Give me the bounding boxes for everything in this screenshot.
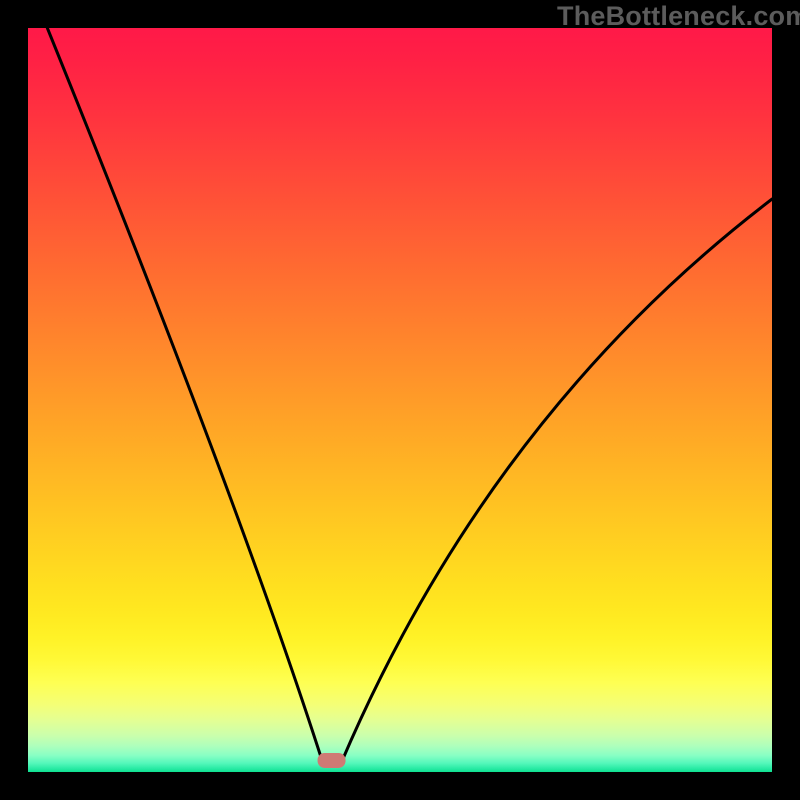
optimum-marker (318, 753, 346, 768)
chart-frame (0, 0, 800, 800)
gradient-background (28, 28, 772, 772)
watermark-label: TheBottleneck.com (557, 1, 800, 31)
bottleneck-chart (28, 28, 772, 772)
watermark-text: TheBottleneck.com (557, 1, 800, 32)
